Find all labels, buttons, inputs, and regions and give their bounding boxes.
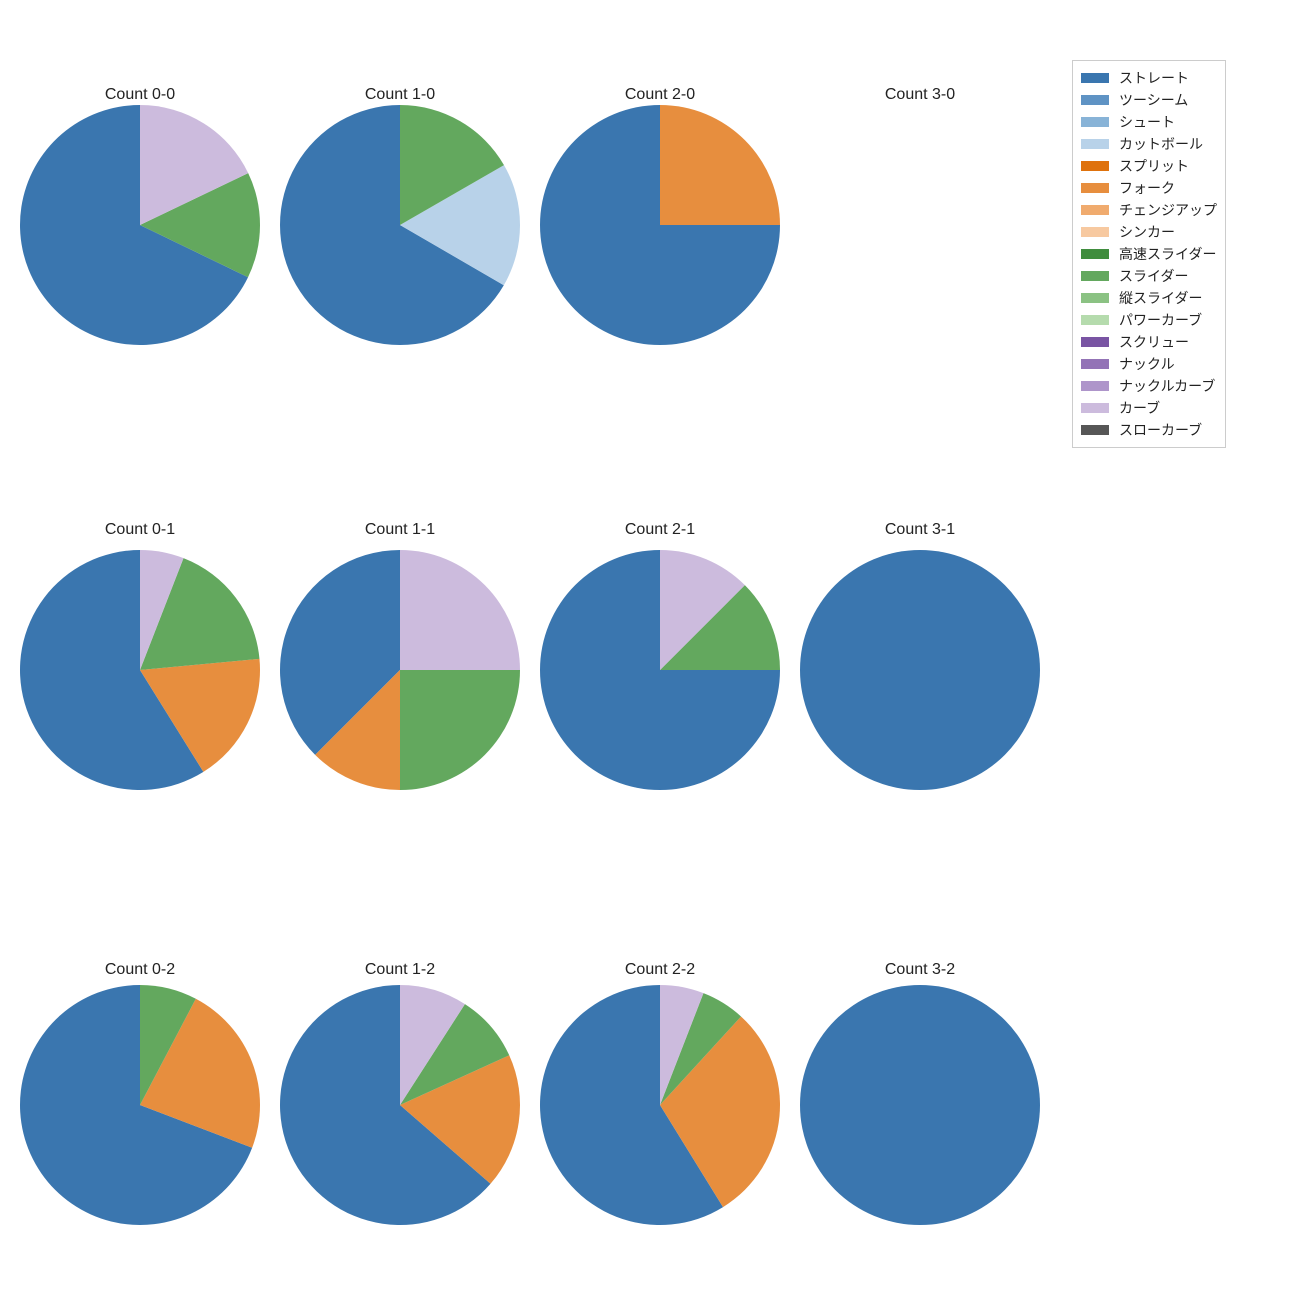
legend-swatch: [1081, 205, 1109, 215]
legend-item: スプリット: [1081, 155, 1217, 177]
legend: ストレートツーシームシュートカットボールスプリットフォークチェンジアップシンカー…: [1072, 60, 1226, 448]
legend-item: スローカーブ: [1081, 419, 1217, 441]
legend-label: スライダー: [1119, 266, 1188, 286]
legend-item: ナックルカーブ: [1081, 375, 1217, 397]
pie-chart: [798, 983, 1042, 1227]
legend-label: ストレート: [1119, 68, 1189, 88]
chart-title: Count 3-0: [885, 86, 955, 104]
legend-label: ナックルカーブ: [1119, 376, 1215, 396]
legend-label: カットボール: [1119, 134, 1203, 154]
legend-label: フォーク: [1119, 178, 1175, 198]
legend-swatch: [1081, 227, 1109, 237]
legend-item: スライダー: [1081, 265, 1217, 287]
pie-chart: [18, 548, 262, 792]
legend-swatch: [1081, 359, 1109, 369]
pie-chart: [538, 103, 782, 347]
legend-item: カットボール: [1081, 133, 1217, 155]
pie-chart: [278, 983, 522, 1227]
legend-label: ナックル: [1119, 354, 1175, 374]
chart-title: Count 2-1: [625, 521, 695, 539]
chart-title: Count 1-0: [365, 86, 435, 104]
pie-slice: [400, 670, 520, 790]
legend-label: スプリット: [1119, 156, 1189, 176]
legend-item: カーブ: [1081, 397, 1217, 419]
legend-label: スローカーブ: [1119, 420, 1202, 440]
legend-swatch: [1081, 337, 1109, 347]
pie-chart: [798, 548, 1042, 792]
legend-swatch: [1081, 117, 1109, 127]
pie-slice: [800, 985, 1040, 1225]
pie-chart: [278, 548, 522, 792]
legend-swatch: [1081, 425, 1109, 435]
chart-title: Count 1-2: [365, 961, 435, 979]
chart-title: Count 0-1: [105, 521, 175, 539]
chart-title: Count 3-1: [885, 521, 955, 539]
legend-item: パワーカーブ: [1081, 309, 1217, 331]
legend-swatch: [1081, 293, 1109, 303]
legend-item: 縦スライダー: [1081, 287, 1217, 309]
pie-slice: [660, 105, 780, 225]
legend-swatch: [1081, 271, 1109, 281]
legend-swatch: [1081, 403, 1109, 413]
legend-swatch: [1081, 161, 1109, 171]
legend-swatch: [1081, 315, 1109, 325]
legend-item: 高速スライダー: [1081, 243, 1217, 265]
legend-item: スクリュー: [1081, 331, 1217, 353]
legend-label: チェンジアップ: [1119, 200, 1217, 220]
pie-slice: [400, 550, 520, 670]
legend-item: ナックル: [1081, 353, 1217, 375]
legend-swatch: [1081, 139, 1109, 149]
chart-title: Count 0-2: [105, 961, 175, 979]
legend-swatch: [1081, 249, 1109, 259]
legend-item: シンカー: [1081, 221, 1217, 243]
legend-label: 高速スライダー: [1119, 244, 1216, 264]
legend-label: カーブ: [1119, 398, 1160, 418]
chart-title: Count 1-1: [365, 521, 435, 539]
legend-item: チェンジアップ: [1081, 199, 1217, 221]
legend-swatch: [1081, 95, 1109, 105]
chart-stage: ストレートツーシームシュートカットボールスプリットフォークチェンジアップシンカー…: [0, 0, 1300, 1300]
pie-chart: [538, 548, 782, 792]
legend-item: ツーシーム: [1081, 89, 1217, 111]
legend-item: ストレート: [1081, 67, 1217, 89]
pie-chart: [18, 103, 262, 347]
legend-swatch: [1081, 183, 1109, 193]
legend-swatch: [1081, 381, 1109, 391]
legend-swatch: [1081, 73, 1109, 83]
legend-label: ツーシーム: [1119, 90, 1188, 110]
legend-item: シュート: [1081, 111, 1217, 133]
legend-label: 縦スライダー: [1119, 288, 1202, 308]
legend-label: シンカー: [1119, 222, 1175, 242]
chart-title: Count 3-2: [885, 961, 955, 979]
legend-label: スクリュー: [1119, 332, 1189, 352]
chart-title: Count 2-2: [625, 961, 695, 979]
legend-label: パワーカーブ: [1119, 310, 1202, 330]
pie-chart: [18, 983, 262, 1227]
legend-item: フォーク: [1081, 177, 1217, 199]
pie-chart: [278, 103, 522, 347]
chart-title: Count 2-0: [625, 86, 695, 104]
pie-slice: [800, 550, 1040, 790]
chart-title: Count 0-0: [105, 86, 175, 104]
pie-chart: [538, 983, 782, 1227]
legend-label: シュート: [1119, 112, 1175, 132]
